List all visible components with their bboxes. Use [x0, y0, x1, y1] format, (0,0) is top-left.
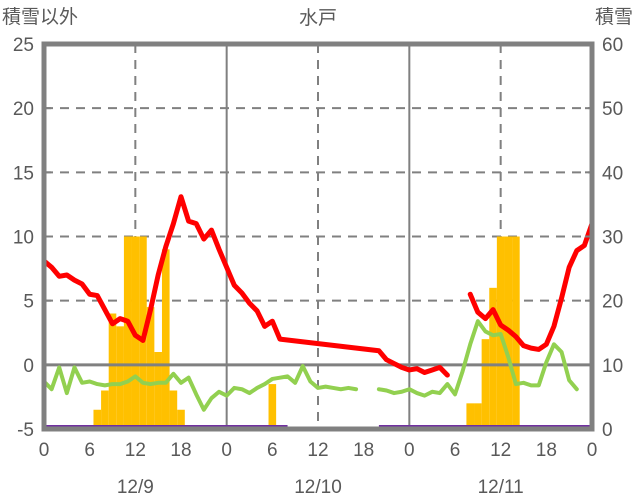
svg-text:25: 25 — [13, 35, 34, 56]
page-title: 水戸 — [298, 8, 337, 29]
svg-text:5: 5 — [23, 292, 34, 313]
svg-text:18: 18 — [353, 440, 374, 461]
temperature-line — [41, 194, 595, 378]
svg-text:30: 30 — [602, 228, 623, 249]
svg-text:40: 40 — [602, 163, 623, 184]
svg-text:12/9: 12/9 — [117, 477, 154, 498]
svg-text:20: 20 — [602, 292, 623, 313]
svg-text:0: 0 — [404, 440, 415, 461]
svg-text:10: 10 — [13, 228, 34, 249]
svg-text:0: 0 — [587, 440, 598, 461]
svg-text:0: 0 — [602, 420, 613, 441]
svg-text:12: 12 — [490, 440, 511, 461]
left-axis-title: 積雪以外 — [2, 7, 79, 28]
svg-text:15: 15 — [13, 163, 34, 184]
svg-text:6: 6 — [450, 440, 461, 461]
svg-text:50: 50 — [602, 99, 623, 120]
svg-text:18: 18 — [170, 440, 191, 461]
precipitation-bars — [93, 236, 520, 429]
right-axis-title: 積雪 — [594, 7, 633, 28]
svg-text:0: 0 — [39, 440, 50, 461]
svg-text:20: 20 — [13, 99, 34, 120]
svg-text:12: 12 — [307, 440, 328, 461]
svg-text:60: 60 — [602, 35, 623, 56]
svg-text:0: 0 — [23, 356, 34, 377]
svg-text:12/10: 12/10 — [294, 477, 342, 498]
svg-text:12: 12 — [125, 440, 146, 461]
svg-text:6: 6 — [267, 440, 278, 461]
svg-text:10: 10 — [602, 356, 623, 377]
wind-line — [42, 319, 579, 412]
svg-text:18: 18 — [536, 440, 557, 461]
svg-text:0: 0 — [221, 440, 232, 461]
svg-text:6: 6 — [84, 440, 95, 461]
svg-text:12/11: 12/11 — [478, 477, 524, 498]
svg-text:-5: -5 — [17, 420, 34, 441]
